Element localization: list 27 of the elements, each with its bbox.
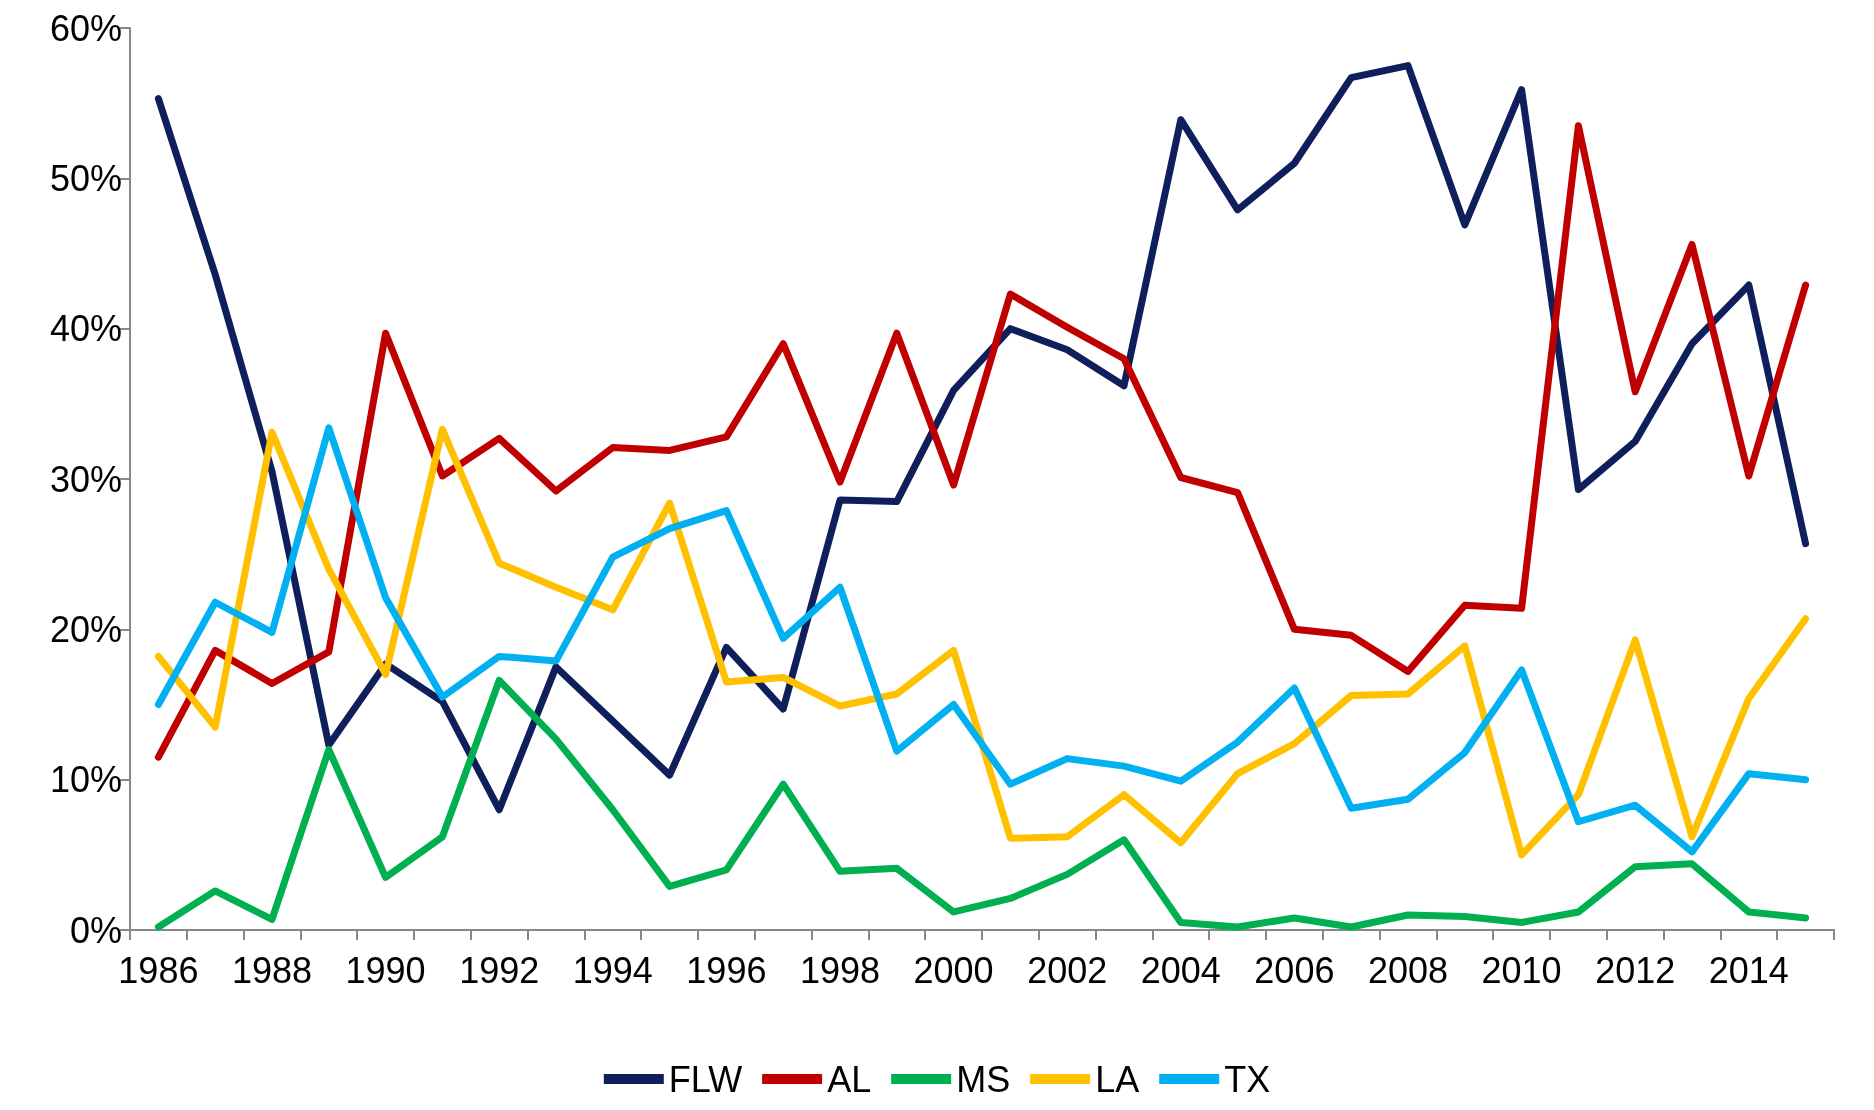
legend-label: TX — [1224, 1058, 1271, 1100]
x-tick-label: 1994 — [572, 949, 653, 991]
y-tick-label: 10% — [49, 759, 122, 801]
y-tick-label: 30% — [49, 458, 122, 500]
x-tick-label: 2010 — [1481, 949, 1562, 991]
x-tick-label: 2012 — [1595, 949, 1676, 991]
x-tick-label: 1986 — [118, 949, 199, 991]
x-tick-label: 1996 — [686, 949, 767, 991]
legend-label: AL — [827, 1058, 872, 1100]
legend-label: LA — [1095, 1058, 1140, 1100]
legend-label: MS — [956, 1058, 1011, 1100]
legend-label: FLW — [668, 1058, 743, 1100]
y-tick-label: 40% — [49, 308, 122, 350]
x-tick-label: 1998 — [799, 949, 881, 991]
x-tick-label: 2002 — [1027, 949, 1108, 991]
x-tick-label: 2014 — [1708, 949, 1789, 991]
x-tick-label: 2000 — [913, 949, 994, 991]
x-tick-label: 1990 — [345, 949, 426, 991]
y-tick-label: 60% — [49, 7, 122, 49]
x-tick-label: 2008 — [1367, 949, 1449, 991]
x-tick-label: 1988 — [231, 949, 313, 991]
x-tick-label: 2006 — [1254, 949, 1335, 991]
x-tick-label: 2004 — [1140, 949, 1221, 991]
y-tick-label: 20% — [49, 608, 122, 650]
y-tick-label: 0% — [69, 909, 122, 951]
y-tick-label: 50% — [49, 157, 122, 199]
x-tick-label: 1992 — [459, 949, 540, 991]
